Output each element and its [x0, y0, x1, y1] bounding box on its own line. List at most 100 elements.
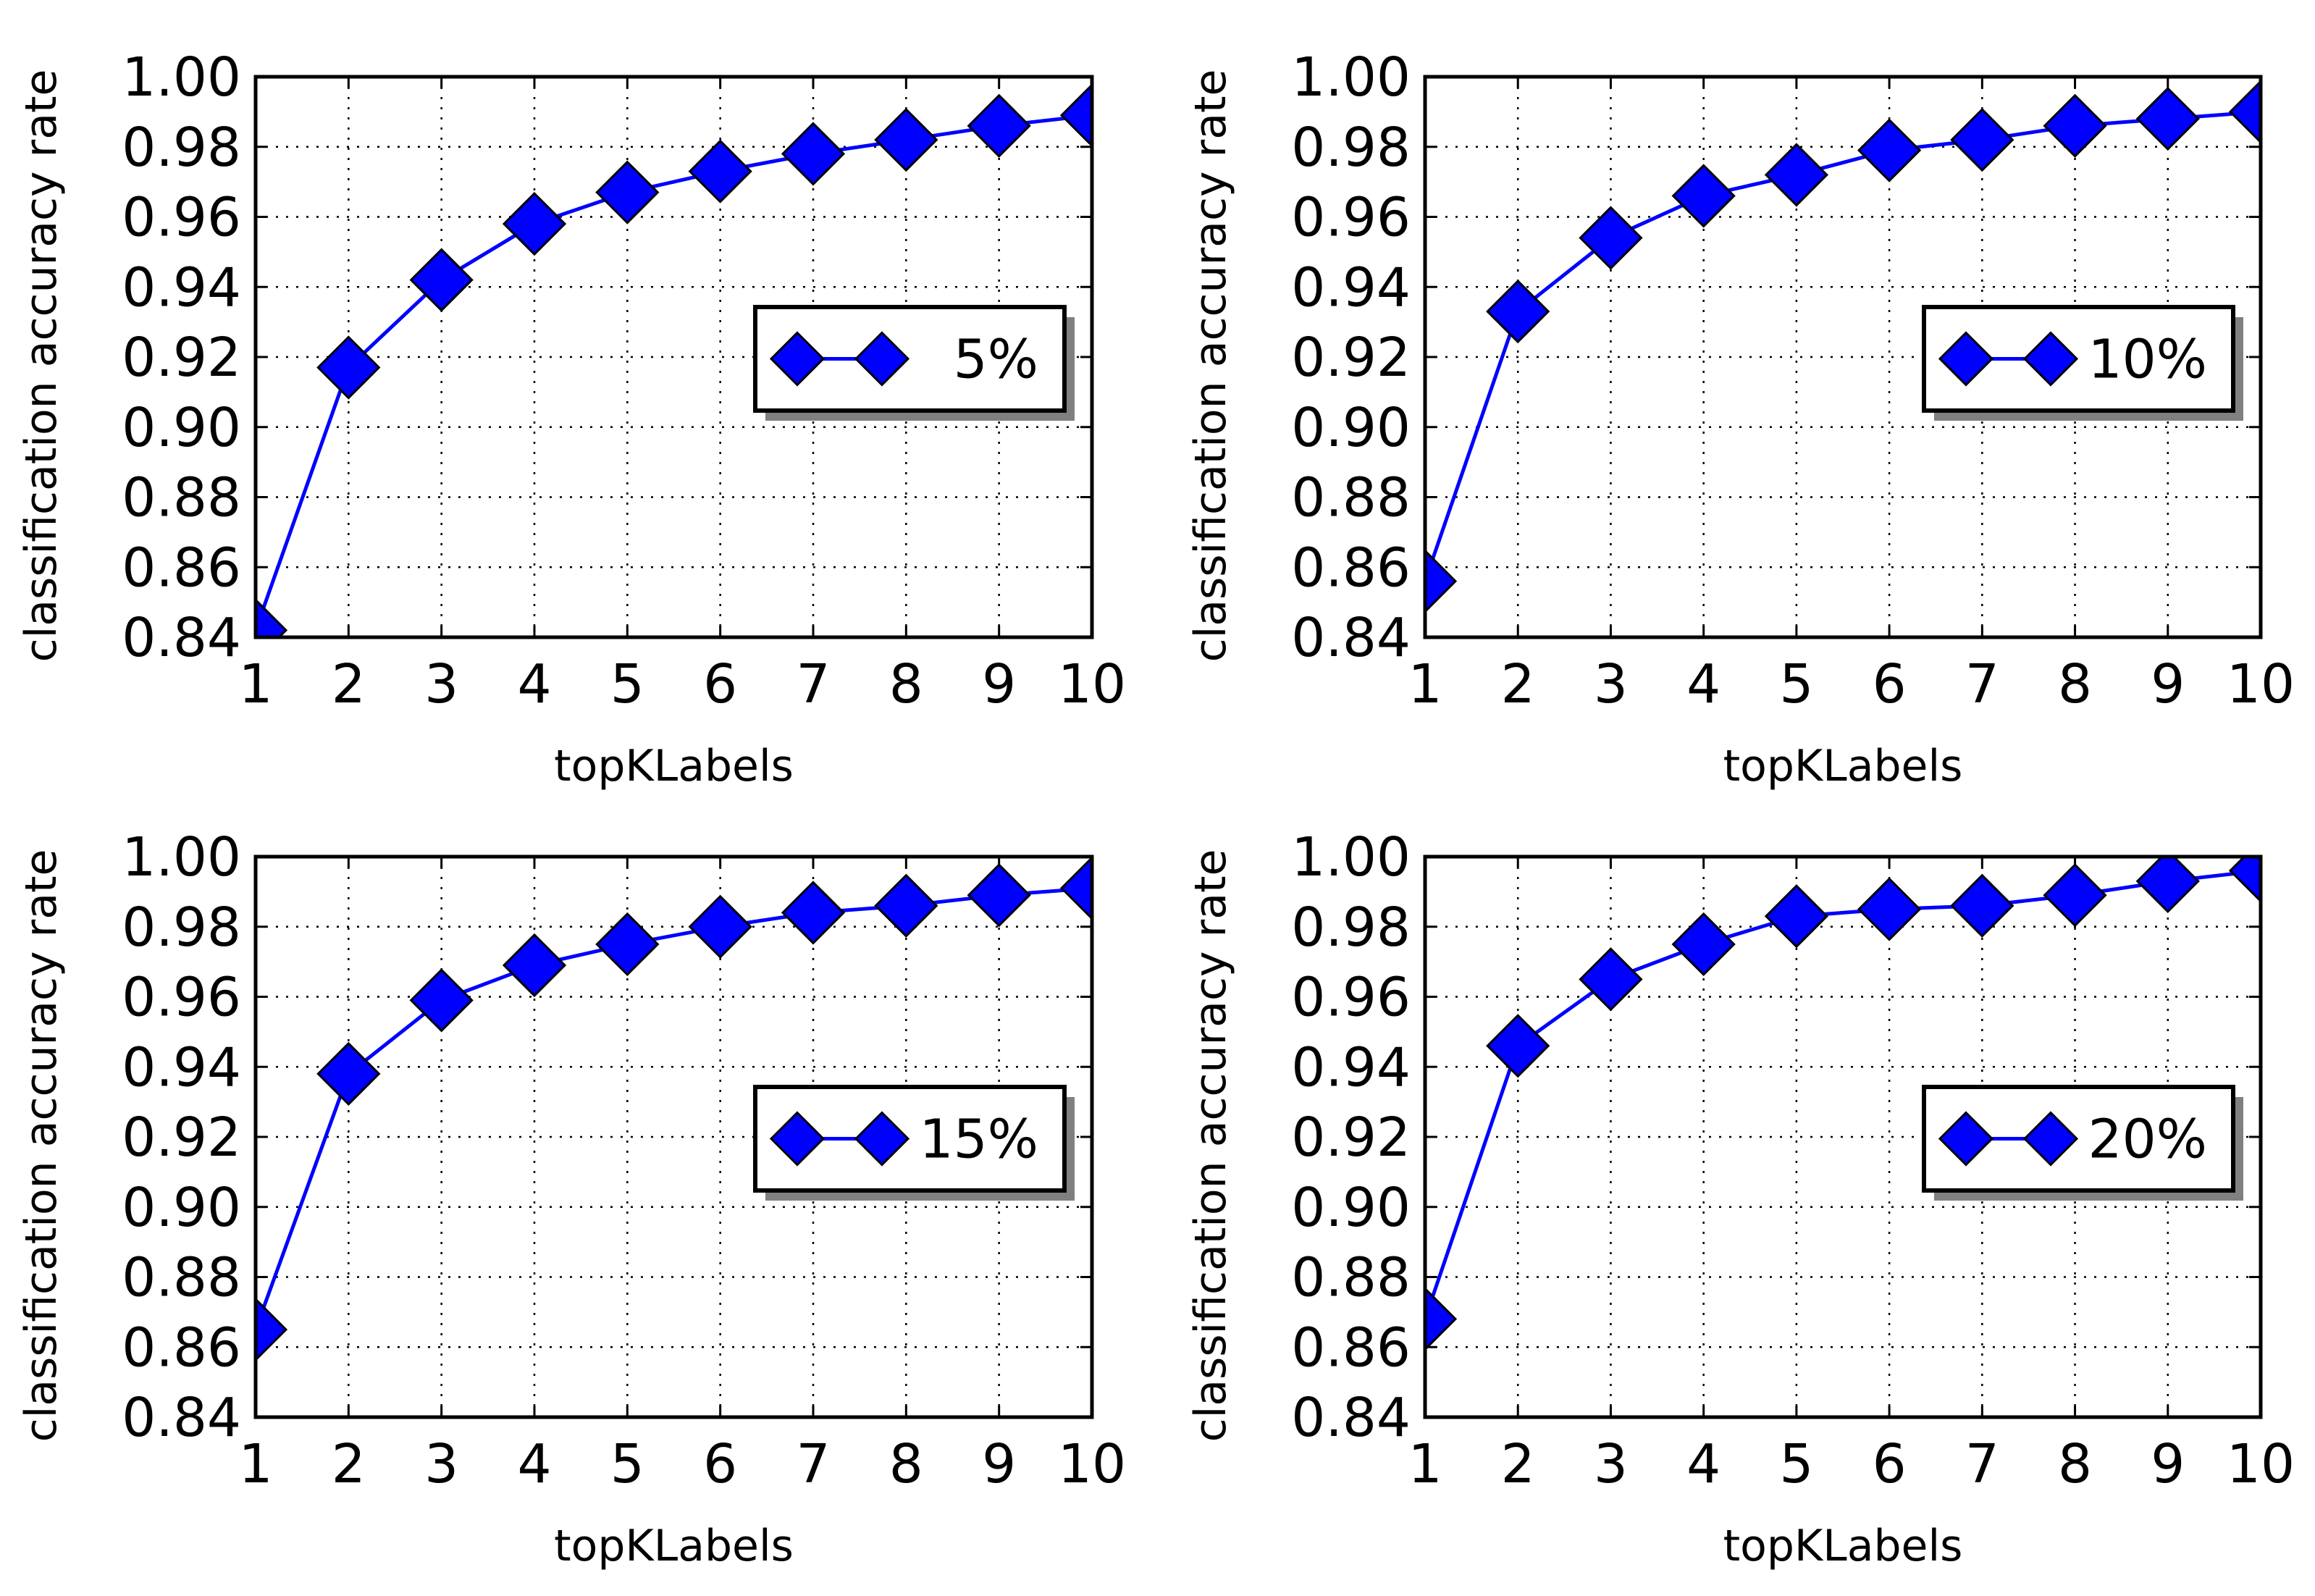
y-tick-label: 0.98	[1291, 896, 1411, 959]
x-tick-label: 6	[703, 653, 737, 715]
x-tick-label: 2	[1501, 1433, 1535, 1495]
data-point	[2135, 857, 2200, 913]
y-tick-label: 1.00	[1291, 46, 1411, 109]
x-tick-label: 8	[2058, 1433, 2092, 1495]
legend-label: 20%	[2088, 1109, 2207, 1171]
y-tick-label: 0.90	[1291, 1177, 1411, 1239]
x-axis-label: topKLabels	[554, 1521, 794, 1571]
y-tick-label: 0.92	[122, 327, 241, 389]
series-line	[256, 886, 1092, 1330]
y-tick-label: 1.00	[122, 826, 241, 889]
chart-panel-1: 1 2 3 4 5 6 7 8 9 10 0.84 0.86 0.88 0.90 0.92 0.94 0.96 0…	[16, 46, 1126, 791]
data-point	[967, 93, 1031, 158]
x-tick-label: 3	[1594, 1433, 1628, 1495]
data-point	[1950, 107, 2014, 172]
data-point	[688, 894, 752, 959]
data-point	[502, 192, 567, 256]
chart-panel-2: 1 2 3 4 5 6 7 8 9 10 0.84 0.86 0.88 0.90 0.92 0.94 0.96 0…	[1185, 46, 2295, 791]
data-point	[595, 912, 660, 977]
y-tick-label: 0.96	[122, 967, 241, 1029]
legend-marker	[854, 1111, 910, 1167]
data-point	[316, 335, 381, 400]
data-point	[409, 248, 474, 312]
data-point	[967, 863, 1031, 928]
y-tick-label: 0.92	[1291, 1106, 1411, 1169]
y-tick-label: 0.88	[1291, 467, 1411, 529]
data-point	[502, 933, 567, 998]
data-point	[316, 1041, 381, 1106]
y-tick-label: 1.00	[122, 46, 241, 109]
legend: 20%	[1922, 1085, 2243, 1201]
chart-panel-4: 1 2 3 4 5 6 7 8 9 10 0.84 0.86 0.88 0.90 0.92 0.94 0.96 0…	[1185, 826, 2295, 1571]
x-tick-label: 10	[1058, 653, 1126, 715]
data-point	[1764, 884, 1829, 949]
x-axis-label: topKLabels	[1723, 741, 1963, 791]
y-tick-label: 0.96	[1291, 187, 1411, 249]
y-tick-label: 0.94	[122, 256, 241, 319]
data-point	[2043, 863, 2107, 928]
y-tick-label: 0.86	[122, 537, 241, 599]
x-tick-label: 7	[796, 1433, 830, 1495]
x-tick-label: 3	[1594, 653, 1628, 715]
x-tick-label: 10	[2227, 1433, 2295, 1495]
y-tick-label: 0.96	[122, 187, 241, 249]
x-tick-label: 7	[796, 653, 830, 715]
y-axis-label: classification accuracy rate	[1185, 849, 1236, 1442]
data-point	[781, 881, 846, 945]
x-tick-label: 1	[1408, 1433, 1442, 1495]
data-point	[2228, 857, 2261, 903]
legend-box	[753, 305, 1067, 413]
x-tick-label: 9	[2151, 653, 2185, 715]
data-point	[1486, 279, 1550, 344]
data-point	[1486, 1014, 1550, 1078]
y-tick-label: 0.94	[1291, 256, 1411, 319]
y-tick-label: 0.86	[1291, 1316, 1411, 1379]
y-tick-label: 0.88	[1291, 1247, 1411, 1309]
x-tick-label: 9	[982, 653, 1016, 715]
x-tick-label: 3	[424, 1433, 458, 1495]
x-tick-label: 7	[1965, 1433, 1999, 1495]
data-point	[256, 1297, 288, 1362]
x-tick-label: 8	[2058, 653, 2092, 715]
series-1	[1425, 80, 2261, 613]
x-tick-label: 5	[610, 653, 644, 715]
data-point	[1059, 83, 1092, 148]
y-tick-label: 0.96	[1291, 967, 1411, 1029]
y-tick-label: 0.84	[122, 607, 241, 669]
x-tick-label: 10	[2227, 653, 2295, 715]
x-tick-label: 1	[1408, 653, 1442, 715]
data-point	[1425, 1287, 1458, 1351]
legend-marker	[854, 331, 910, 387]
y-tick-label: 0.90	[122, 397, 241, 459]
data-point	[1857, 118, 1922, 182]
y-tick-label: 0.84	[1291, 1387, 1411, 1449]
x-tick-label: 4	[1686, 653, 1721, 715]
axes-frame	[1423, 854, 2263, 1419]
x-tick-label: 6	[1873, 1433, 1907, 1495]
x-tick-label: 2	[1501, 653, 1535, 715]
y-tick-label: 0.86	[122, 1316, 241, 1379]
y-tick-label: 0.92	[1291, 327, 1411, 389]
y-tick-label: 0.88	[122, 1247, 241, 1309]
legend: 5%	[753, 305, 1075, 421]
chart-panel-3: 1 2 3 4 5 6 7 8 9 10 0.84 0.86 0.88 0.90 0.92 0.94 0.96 0…	[16, 826, 1126, 1571]
data-point	[1671, 912, 1736, 977]
x-tick-label: 5	[610, 1433, 644, 1495]
x-tick-label: 8	[889, 653, 923, 715]
x-tick-label: 9	[2151, 1433, 2185, 1495]
y-axis-label: classification accuracy rate	[16, 849, 67, 1442]
x-tick-label: 5	[1779, 653, 1813, 715]
x-tick-label: 1	[238, 1433, 272, 1495]
x-tick-label: 4	[517, 1433, 551, 1495]
data-point	[595, 160, 660, 224]
legend-marker	[2022, 331, 2079, 387]
data-point	[1579, 947, 1643, 1012]
data-point	[1579, 206, 1643, 270]
y-tick-label: 0.94	[122, 1036, 241, 1099]
y-tick-label: 0.98	[122, 896, 241, 959]
series-line	[1425, 109, 2261, 582]
series-1	[256, 83, 1092, 637]
legend-marker	[1938, 331, 1994, 387]
legend-marker	[2022, 1111, 2079, 1167]
